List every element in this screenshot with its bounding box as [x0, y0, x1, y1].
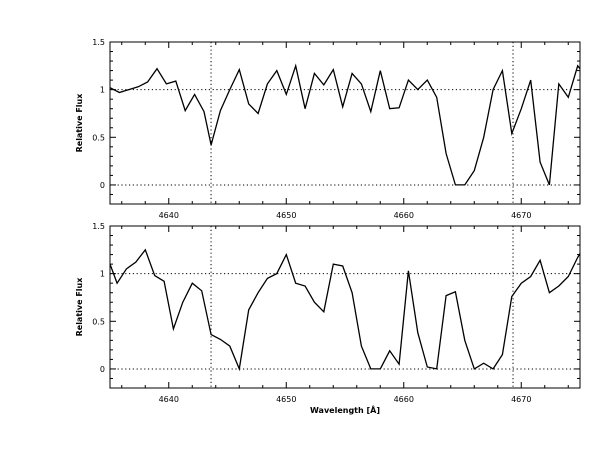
- y-tick-label: 0: [100, 181, 105, 190]
- y-tick-label: 1: [100, 270, 105, 279]
- x-tick-label: 4640: [159, 211, 179, 220]
- y-axis-label: Relative Flux: [75, 277, 84, 337]
- x-tick-label: 4650: [276, 395, 296, 404]
- x-tick-label: 4660: [394, 211, 414, 220]
- flux-series-line: [110, 248, 580, 372]
- y-tick-label: 0: [100, 365, 105, 374]
- y-tick-label: 0.5: [92, 317, 105, 326]
- x-tick-label: 4640: [159, 395, 179, 404]
- y-axis-label: Relative Flux: [75, 93, 84, 153]
- x-tick-label: 4670: [511, 395, 531, 404]
- x-tick-label: 4660: [394, 395, 414, 404]
- y-tick-label: 1: [100, 86, 105, 95]
- x-tick-label: 4650: [276, 211, 296, 220]
- y-tick-label: 0.5: [92, 133, 105, 142]
- flux-series-line: [110, 63, 580, 186]
- x-axis-label: Wavelength [Å]: [310, 405, 380, 415]
- bottom-panel: 4640 4650 4660 4670 0 0.5 1 1.5 Relative Flux Wav…: [75, 222, 581, 415]
- x-tick-label: 4670: [511, 211, 531, 220]
- y-tick-label: 1.5: [92, 222, 105, 231]
- plot-frame: [109, 41, 581, 205]
- plot-frame: [109, 225, 581, 389]
- y-tick-label: 1.5: [92, 38, 105, 47]
- top-panel: 4640 4650 4660 4670 0 0.5 1 1.5 Relative Flux: [75, 38, 581, 220]
